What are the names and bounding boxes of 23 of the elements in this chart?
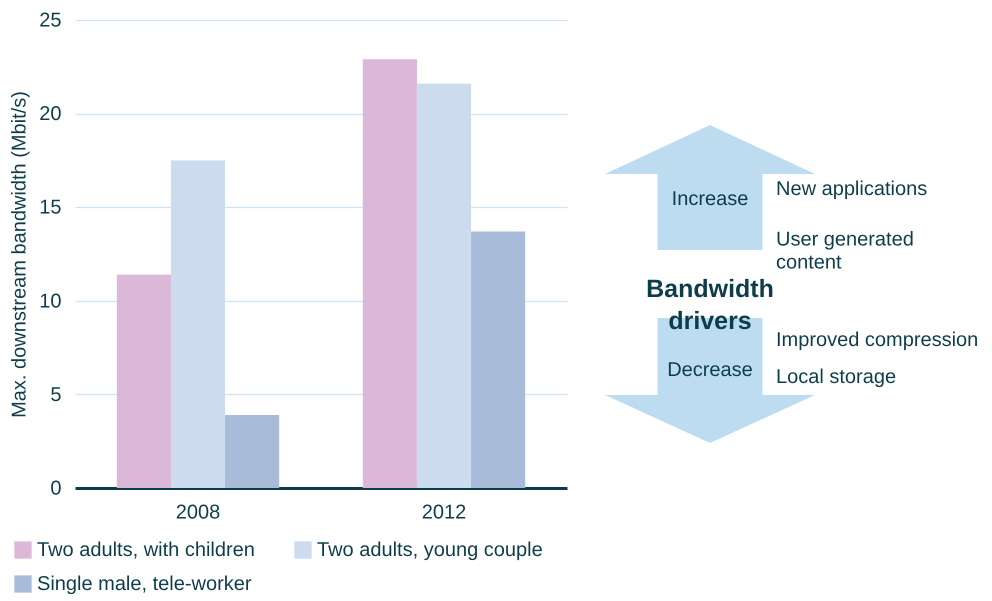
y-tick-label: 10 [39,290,62,312]
y-tick-label: 20 [39,103,62,126]
text: New applications [776,178,928,200]
y-tick-label: 15 [39,196,62,219]
x-tick-label: 2008 [176,502,220,524]
legend-label: Single male, tele-worker [37,573,252,595]
bar [116,274,171,488]
y-tick-label: 0 [50,478,62,500]
text: Local storage [776,366,896,388]
y-axis-title: Max. downstream bandwidth (Mbit/s) [8,91,30,418]
text: Increase [672,188,748,210]
text: Decrease [667,359,753,381]
y-tick-label: 25 [39,10,62,32]
legend-label: Two adults, young couple [317,539,543,561]
bar [362,59,417,488]
legend-label: Two adults, with children [37,539,255,561]
bar [471,232,526,488]
text: Improved compression [776,329,978,351]
bar [225,414,280,488]
y-tick-label: 5 [50,384,62,406]
text: Bandwidth drivers [646,275,774,335]
x-tick-label: 2012 [422,502,466,524]
text: User generated content [776,228,914,274]
